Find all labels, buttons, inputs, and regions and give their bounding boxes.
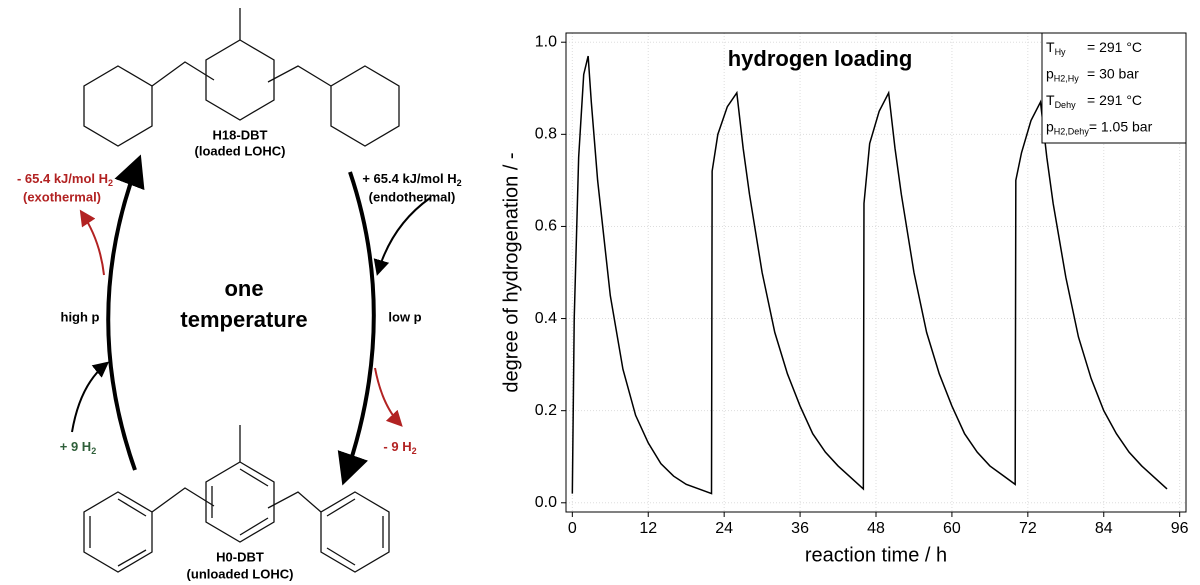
condition: TDehy = 291 °C xyxy=(1046,92,1142,111)
x-tick-label: 0 xyxy=(568,520,577,537)
text: + 9 H xyxy=(60,439,91,454)
chart-title: hydrogen loading xyxy=(728,46,913,71)
text: - 65.4 kJ/mol H xyxy=(17,171,108,186)
hydrogenation-arrow xyxy=(106,154,145,471)
y-tick-label: 0.6 xyxy=(535,218,557,235)
symbol: p xyxy=(1046,118,1054,134)
unloaded-note: (unloaded LOHC) xyxy=(187,566,294,581)
x-axis-label: reaction time / h xyxy=(805,544,947,566)
y-tick-label: 0.8 xyxy=(535,126,557,143)
subscript: Hy xyxy=(1055,47,1066,57)
subscript: 2 xyxy=(108,178,113,188)
condition: THy = 291 °C xyxy=(1046,39,1142,58)
h2-in: + 9 H2 xyxy=(60,439,96,456)
text: - 9 H xyxy=(383,439,411,454)
heat-input-arrow xyxy=(373,197,431,276)
h2-out: - 9 H2 xyxy=(383,439,416,456)
endothermic-energy: + 65.4 kJ/mol H2 xyxy=(362,171,461,188)
center-label: one xyxy=(224,276,263,301)
subscript: Dehy xyxy=(1055,100,1077,110)
h2-in-arrow xyxy=(71,361,110,433)
symbol: T xyxy=(1046,39,1055,55)
condition: pH2,Dehy= 1.05 bar xyxy=(1046,118,1153,137)
exothermic-note: (exothermal) xyxy=(23,189,101,204)
x-tick-label: 84 xyxy=(1095,520,1113,537)
loaded-note: (loaded LOHC) xyxy=(195,143,286,158)
subscript: 2 xyxy=(412,446,417,456)
y-tick-label: 0.4 xyxy=(535,310,557,327)
y-axis-label: degree of hydrogenation / - xyxy=(500,152,522,392)
left-condition: high p xyxy=(61,309,100,324)
condition-value: = 291 °C xyxy=(1087,92,1142,108)
symbol: T xyxy=(1046,92,1055,108)
conditions-box xyxy=(1041,32,1187,144)
unloaded-name: H0-DBT xyxy=(216,549,264,564)
x-tick-label: 60 xyxy=(943,520,961,537)
data-line xyxy=(571,55,1168,495)
condition-value: = 30 bar xyxy=(1087,65,1139,81)
endothermic-note: (endothermal) xyxy=(369,189,456,204)
diagram: H18-DBT (loaded LOHC) H0-DBT (unloaded L… xyxy=(17,8,462,581)
subscript: H2,Hy xyxy=(1054,74,1080,84)
subscript: 2 xyxy=(91,446,96,456)
y-tick-label: 0.2 xyxy=(535,402,557,419)
subscript: 2 xyxy=(457,178,462,188)
condition-value: = 1.05 bar xyxy=(1089,118,1153,134)
text: + 65.4 kJ/mol H xyxy=(362,171,456,186)
x-tick-label: 12 xyxy=(639,520,657,537)
loaded-name: H18-DBT xyxy=(213,127,268,142)
x-tick-label: 24 xyxy=(715,520,733,537)
h2-out-arrow xyxy=(374,367,403,427)
heat-release-arrow xyxy=(79,209,105,276)
dehydrogenation-arrow xyxy=(337,171,376,486)
center-label: temperature xyxy=(180,307,307,332)
y-tick-label: 1.0 xyxy=(535,33,557,50)
plot-frame xyxy=(565,32,1187,513)
symbol: p xyxy=(1046,65,1054,81)
chart: 0.0 0.2 0.4 0.6 0.8 1.0 0 12 24 36 48 60 72 84 96 hydro… xyxy=(500,32,1189,566)
h18-molecule xyxy=(83,8,400,147)
condition: pH2,Hy = 30 bar xyxy=(1046,65,1139,84)
y-tick-label: 0.0 xyxy=(535,494,557,511)
condition-value: = 291 °C xyxy=(1087,39,1142,55)
x-tick-label: 72 xyxy=(1019,520,1037,537)
h0-molecule xyxy=(83,425,390,573)
exothermic-energy: - 65.4 kJ/mol H2 xyxy=(17,171,113,188)
right-condition: low p xyxy=(388,309,421,324)
subscript: H2,Dehy xyxy=(1054,127,1090,137)
x-tick-label: 48 xyxy=(867,520,885,537)
x-tick-label: 96 xyxy=(1171,520,1189,537)
x-tick-label: 36 xyxy=(791,520,809,537)
